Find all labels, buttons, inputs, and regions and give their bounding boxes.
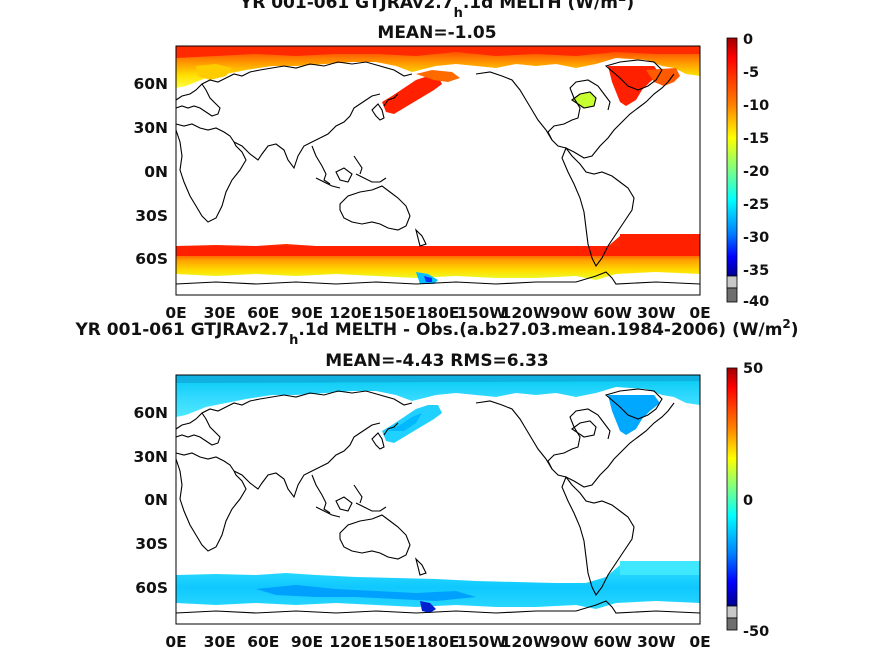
- top-panel-title: YR 001-061 GTJRAv2.7h.1d MELTH (W/m2) ME…: [239, 0, 634, 43]
- top-xtick-12: 0E: [689, 304, 710, 322]
- bottom-xtick-9: 90W: [550, 633, 589, 651]
- top-xtick-10: 60W: [593, 304, 632, 322]
- bottom-xtick-6: 180E: [417, 633, 460, 651]
- bottom-xtick-12: 0E: [689, 633, 710, 651]
- top-ytick-1: 30N: [133, 119, 168, 137]
- bottom-xtick-1: 30E: [204, 633, 236, 651]
- bottom-xtick-7: 150W: [457, 633, 506, 651]
- top-y-axis: 60N 30N 0N 30S 60S: [133, 75, 168, 268]
- top-arctic-field: [176, 46, 700, 114]
- bottom-ytick-1: 30N: [133, 448, 168, 466]
- top-ytick-0: 60N: [133, 75, 168, 93]
- top-xtick-5: 150E: [373, 304, 416, 322]
- top-cb-tick-0: 0: [743, 32, 753, 48]
- bottom-xtick-11: 30W: [637, 633, 676, 651]
- top-xtick-2: 60E: [247, 304, 279, 322]
- top-xtick-9: 90W: [550, 304, 589, 322]
- bottom-title-sup: 2: [782, 317, 790, 331]
- bottom-xtick-10: 60W: [593, 633, 632, 651]
- top-map: [175, 45, 701, 296]
- top-southern-field: [176, 234, 700, 286]
- bottom-title-main: YR 001-061 GTJRAv2.7: [74, 320, 289, 340]
- top-cb-tick-1: -5: [743, 65, 759, 81]
- top-title-end: ): [626, 0, 634, 13]
- top-subtitle: MEAN=-1.05: [377, 23, 496, 43]
- top-xtick-3: 90E: [291, 304, 323, 322]
- top-cb-tick-6: -30: [743, 230, 769, 246]
- top-xtick-0: 0E: [165, 304, 186, 322]
- top-xtick-4: 120E: [329, 304, 372, 322]
- bottom-ytick-0: 60N: [133, 404, 168, 422]
- bottom-xtick-3: 90E: [291, 633, 323, 651]
- bottom-xtick-5: 150E: [373, 633, 416, 651]
- bottom-colorbar: 50 0 -50: [726, 361, 769, 640]
- top-cb-tick-2: -10: [743, 98, 769, 114]
- top-title-sub: h: [454, 6, 463, 21]
- bottom-map: [175, 374, 701, 625]
- top-xtick-11: 30W: [637, 304, 676, 322]
- bottom-arctic-field: [176, 375, 700, 443]
- top-xtick-8: 120W: [501, 304, 550, 322]
- top-title-main: YR 001-061 GTJRAv2.7: [239, 0, 454, 13]
- svg-text:YR 001-061 GTJRAv2.7h.1d MELTH: YR 001-061 GTJRAv2.7h.1d MELTH - Obs.(a.…: [74, 317, 798, 348]
- top-xtick-1: 30E: [204, 304, 236, 322]
- top-ytick-4: 60S: [135, 250, 168, 268]
- bottom-title-rest: .1d MELTH - Obs.(a.b27.03.mean.1984-2006…: [298, 320, 782, 340]
- top-title-rest: .1d MELTH (W/m: [463, 0, 618, 13]
- bottom-ytick-4: 60S: [135, 579, 168, 597]
- top-title-sup: 2: [618, 0, 626, 4]
- top-xtick-7: 150W: [457, 304, 506, 322]
- bottom-ytick-3: 30S: [135, 535, 168, 553]
- bottom-xtick-0: 0E: [165, 633, 186, 651]
- top-cb-tick-4: -20: [743, 164, 769, 180]
- top-ytick-3: 30S: [135, 207, 168, 225]
- top-ytick-2: 0N: [144, 163, 168, 181]
- bottom-ytick-2: 0N: [144, 491, 168, 509]
- top-xtick-6: 180E: [417, 304, 460, 322]
- top-cb-tick-8: -40: [743, 294, 769, 310]
- bottom-title-end: ): [791, 320, 799, 340]
- top-cb-tick-7: -35: [743, 263, 769, 279]
- bottom-xtick-2: 60E: [247, 633, 279, 651]
- bottom-xtick-4: 120E: [329, 633, 372, 651]
- bottom-panel-title: YR 001-061 GTJRAv2.7h.1d MELTH - Obs.(a.…: [74, 317, 798, 371]
- bottom-cb-tick-0: 50: [743, 361, 763, 377]
- bottom-southern-field: [176, 561, 700, 613]
- top-cb-tick-5: -25: [743, 197, 769, 213]
- bottom-y-axis: 60N 30N 0N 30S 60S: [133, 404, 168, 597]
- svg-text:YR 001-061 GTJRAv2.7h.1d MELT: YR 001-061 GTJRAv2.7h.1d MELTH (W/m2): [239, 0, 634, 21]
- bottom-cb-tick-2: -50: [743, 624, 769, 640]
- bottom-xtick-8: 120W: [501, 633, 550, 651]
- top-cb-tick-3: -15: [743, 131, 769, 147]
- bottom-subtitle: MEAN=-4.43 RMS=6.33: [325, 351, 549, 371]
- bottom-cb-tick-1: 0: [743, 493, 753, 509]
- top-colorbar: 0 -5 -10 -15 -20 -25 -30 -35 -40: [726, 32, 769, 310]
- bottom-title-sub: h: [289, 333, 298, 348]
